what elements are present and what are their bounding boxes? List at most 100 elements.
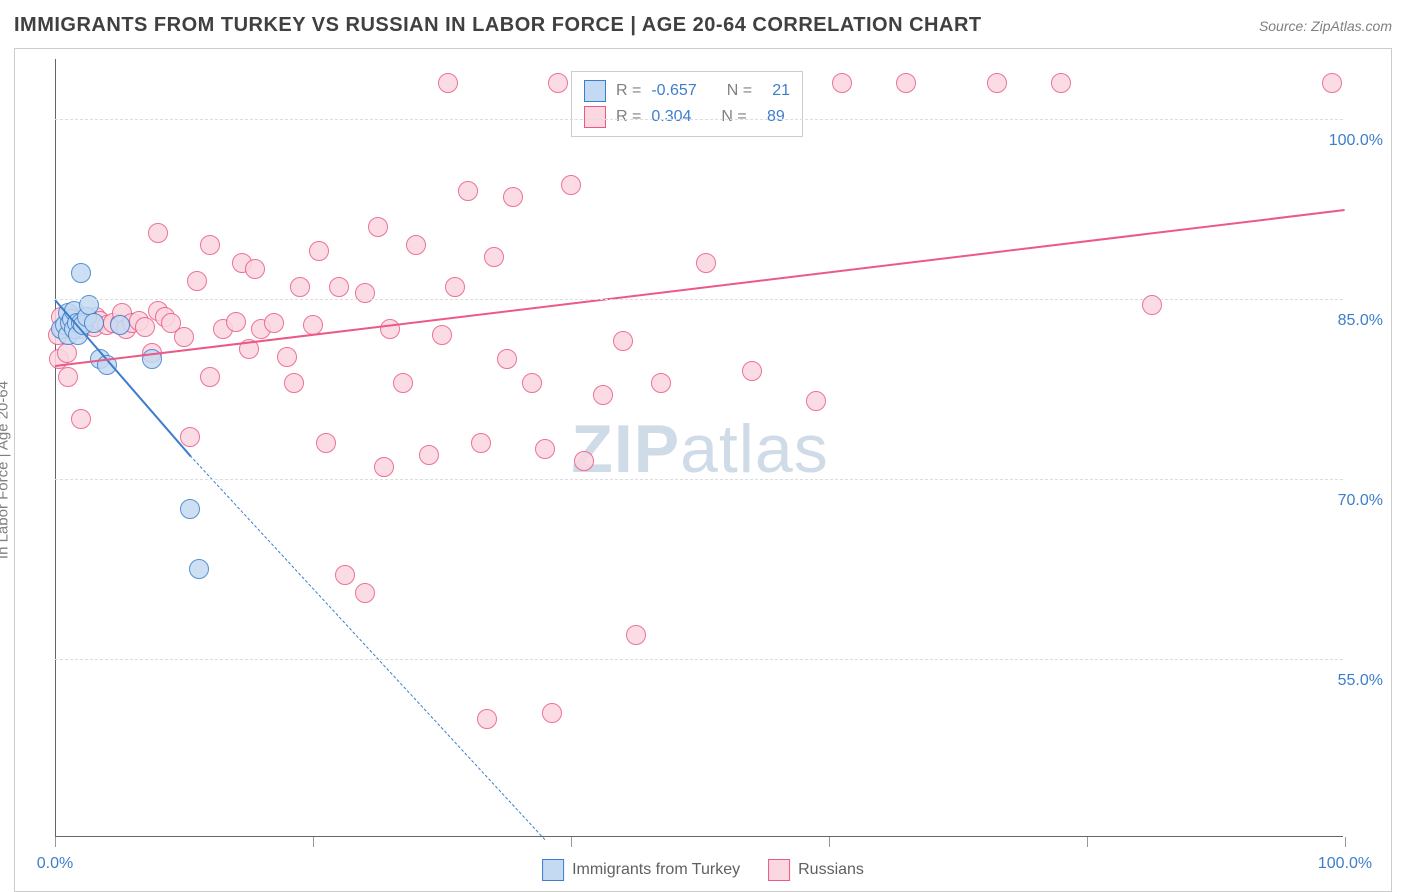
marker-russians (696, 253, 716, 273)
x-legend-label-turkey: Immigrants from Turkey (572, 861, 740, 879)
marker-russians (284, 373, 304, 393)
marker-russians (1142, 295, 1162, 315)
source-label: Source: ZipAtlas.com (1259, 18, 1392, 34)
marker-russians (1322, 73, 1342, 93)
marker-russians (245, 259, 265, 279)
marker-russians (1051, 73, 1071, 93)
marker-russians (651, 373, 671, 393)
marker-russians (832, 73, 852, 93)
x-legend-item-russians: Russians (768, 859, 864, 881)
x-legend-swatch-turkey (542, 859, 564, 881)
marker-russians (574, 451, 594, 471)
marker-russians (374, 457, 394, 477)
marker-russians (561, 175, 581, 195)
gridline-h (55, 299, 1343, 300)
marker-russians (58, 367, 78, 387)
x-legend-swatch-russians (768, 859, 790, 881)
marker-russians (896, 73, 916, 93)
plot-area: ZIPatlas (55, 59, 1345, 839)
marker-russians (987, 73, 1007, 93)
marker-russians (548, 73, 568, 93)
legend-swatch-turkey (584, 80, 606, 102)
marker-russians (458, 181, 478, 201)
gridline-h (55, 479, 1343, 480)
marker-turkey (110, 315, 130, 335)
legend-row-turkey: R = -0.657 N = 21 (584, 78, 790, 104)
r-value-turkey: -0.657 (651, 78, 696, 104)
r-symbol: R = (616, 78, 641, 104)
watermark: ZIPatlas (571, 410, 828, 488)
x-tick (1087, 837, 1088, 847)
x-legend-item-turkey: Immigrants from Turkey (542, 859, 740, 881)
marker-russians (380, 319, 400, 339)
plot-container: In Labor Force | Age 20-64 ZIPatlas R = … (14, 48, 1392, 892)
marker-russians (290, 277, 310, 297)
marker-turkey (189, 559, 209, 579)
marker-russians (626, 625, 646, 645)
n-symbol: N = (727, 78, 752, 104)
marker-russians (335, 565, 355, 585)
marker-russians (477, 709, 497, 729)
marker-russians (406, 235, 426, 255)
gridline-h (55, 659, 1343, 660)
marker-russians (226, 312, 246, 332)
marker-russians (71, 409, 91, 429)
x-tick-label: 0.0% (37, 855, 73, 873)
marker-russians (174, 327, 194, 347)
r-value-russians: 0.304 (651, 104, 691, 130)
marker-turkey (84, 313, 104, 333)
r-symbol: R = (616, 104, 641, 130)
trend-line (55, 209, 1345, 367)
y-tick-label: 70.0% (1338, 492, 1383, 510)
y-tick-label: 100.0% (1329, 132, 1383, 150)
marker-russians (187, 271, 207, 291)
marker-russians (393, 373, 413, 393)
marker-russians (419, 445, 439, 465)
marker-russians (264, 313, 284, 333)
x-axis-legend: Immigrants from Turkey Russians (542, 859, 864, 881)
marker-russians (57, 343, 77, 363)
stats-legend: R = -0.657 N = 21 R = 0.304 N = 89 (571, 71, 803, 137)
marker-russians (471, 433, 491, 453)
marker-turkey (180, 499, 200, 519)
marker-russians (432, 325, 452, 345)
marker-russians (445, 277, 465, 297)
marker-russians (742, 361, 762, 381)
n-symbol: N = (721, 104, 746, 130)
marker-turkey (79, 295, 99, 315)
watermark-bold: ZIP (571, 411, 680, 487)
n-value-turkey: 21 (762, 78, 790, 104)
x-tick (1345, 837, 1346, 847)
n-value-russians: 89 (757, 104, 785, 130)
marker-russians (148, 223, 168, 243)
watermark-rest: atlas (680, 411, 829, 487)
gridline-h (55, 119, 1343, 120)
marker-russians (277, 347, 297, 367)
marker-russians (368, 217, 388, 237)
marker-russians (316, 433, 336, 453)
marker-russians (484, 247, 504, 267)
marker-russians (806, 391, 826, 411)
chart-title: IMMIGRANTS FROM TURKEY VS RUSSIAN IN LAB… (14, 14, 982, 37)
x-legend-label-russians: Russians (798, 861, 864, 879)
marker-russians (180, 427, 200, 447)
x-tick (571, 837, 572, 847)
x-tick (55, 837, 56, 847)
marker-russians (522, 373, 542, 393)
legend-swatch-russians (584, 106, 606, 128)
x-tick (829, 837, 830, 847)
marker-russians (355, 283, 375, 303)
x-tick-label: 100.0% (1318, 855, 1372, 873)
marker-russians (593, 385, 613, 405)
y-axis-label: In Labor Force | Age 20-64 (0, 381, 12, 559)
marker-russians (200, 367, 220, 387)
y-tick-label: 85.0% (1338, 312, 1383, 330)
marker-russians (355, 583, 375, 603)
y-tick-label: 55.0% (1338, 672, 1383, 690)
marker-russians (438, 73, 458, 93)
marker-russians (329, 277, 349, 297)
marker-russians (542, 703, 562, 723)
marker-russians (613, 331, 633, 351)
marker-turkey (71, 263, 91, 283)
marker-russians (535, 439, 555, 459)
